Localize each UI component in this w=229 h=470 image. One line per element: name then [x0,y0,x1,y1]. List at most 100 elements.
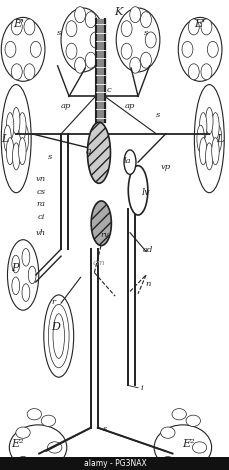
Ellipse shape [160,456,174,468]
Ellipse shape [116,8,159,72]
Ellipse shape [48,305,69,368]
Text: cs: cs [36,188,45,196]
Ellipse shape [191,442,206,453]
Text: r: r [51,298,55,306]
Text: lv: lv [141,188,150,197]
Text: alamy - PG3NAX: alamy - PG3NAX [83,459,146,468]
Ellipse shape [213,125,221,152]
Ellipse shape [129,57,140,73]
Ellipse shape [128,166,147,215]
Text: ci: ci [37,213,44,221]
Ellipse shape [199,138,206,164]
Ellipse shape [28,266,36,284]
Ellipse shape [211,113,218,140]
Ellipse shape [140,12,151,28]
Ellipse shape [12,277,20,295]
Ellipse shape [6,113,14,140]
Ellipse shape [181,41,192,57]
Ellipse shape [12,143,20,170]
Text: c: c [106,86,111,94]
Text: ad: ad [143,246,153,254]
Ellipse shape [41,415,55,426]
Ellipse shape [85,12,96,28]
Ellipse shape [91,201,111,245]
Text: rv: rv [100,231,109,239]
Ellipse shape [22,284,30,301]
Ellipse shape [47,442,62,453]
Text: n: n [145,280,150,289]
Ellipse shape [1,17,45,81]
Ellipse shape [44,295,73,377]
Text: E': E' [13,18,24,29]
Ellipse shape [171,408,185,420]
Text: E': E' [194,18,205,29]
Ellipse shape [188,19,198,35]
Text: cm: cm [92,259,105,267]
Ellipse shape [153,425,211,470]
Ellipse shape [74,7,85,23]
Ellipse shape [12,255,20,273]
Text: P: P [11,263,19,273]
Text: K: K [114,7,122,17]
Ellipse shape [145,32,155,48]
Ellipse shape [211,138,218,164]
Text: D: D [51,321,60,332]
Text: a: a [85,147,91,156]
Text: E²: E² [11,439,24,449]
Ellipse shape [4,125,11,152]
Ellipse shape [16,456,30,468]
Ellipse shape [90,32,101,48]
Ellipse shape [6,138,14,164]
Ellipse shape [30,41,41,57]
Ellipse shape [66,43,76,59]
Ellipse shape [121,43,131,59]
Bar [0,457,229,470]
Ellipse shape [205,108,212,134]
Ellipse shape [5,41,16,57]
Ellipse shape [66,21,76,37]
Ellipse shape [9,425,66,470]
Ellipse shape [1,85,31,193]
Ellipse shape [11,64,22,80]
Text: vn: vn [35,174,45,183]
Ellipse shape [19,113,26,140]
Ellipse shape [185,469,200,470]
Ellipse shape [121,21,131,37]
Ellipse shape [188,64,198,80]
Ellipse shape [41,469,55,470]
Ellipse shape [74,57,85,73]
Ellipse shape [199,113,206,140]
Text: L: L [1,133,8,144]
Ellipse shape [87,122,110,183]
Ellipse shape [21,125,28,152]
Ellipse shape [129,7,140,23]
Ellipse shape [160,427,174,439]
Text: la: la [123,157,130,165]
Ellipse shape [16,427,30,439]
Text: s: s [47,153,52,162]
Text: s: s [56,29,61,37]
Text: s: s [143,29,147,37]
Text: ap: ap [60,102,71,110]
Ellipse shape [185,415,200,426]
Ellipse shape [206,41,217,57]
Text: s: s [102,424,106,433]
Ellipse shape [24,19,35,35]
Text: vh: vh [36,228,46,237]
Ellipse shape [8,240,38,310]
Ellipse shape [196,125,204,152]
Ellipse shape [123,150,135,174]
Ellipse shape [11,19,22,35]
Ellipse shape [22,249,30,266]
Ellipse shape [205,143,212,170]
Ellipse shape [53,314,64,359]
Ellipse shape [200,64,211,80]
Text: s: s [155,111,159,119]
Ellipse shape [12,108,20,134]
Ellipse shape [24,64,35,80]
Text: E²: E² [182,439,194,449]
Ellipse shape [61,8,104,72]
Text: ap: ap [124,102,135,110]
Ellipse shape [177,17,221,81]
Text: i: i [139,384,142,392]
